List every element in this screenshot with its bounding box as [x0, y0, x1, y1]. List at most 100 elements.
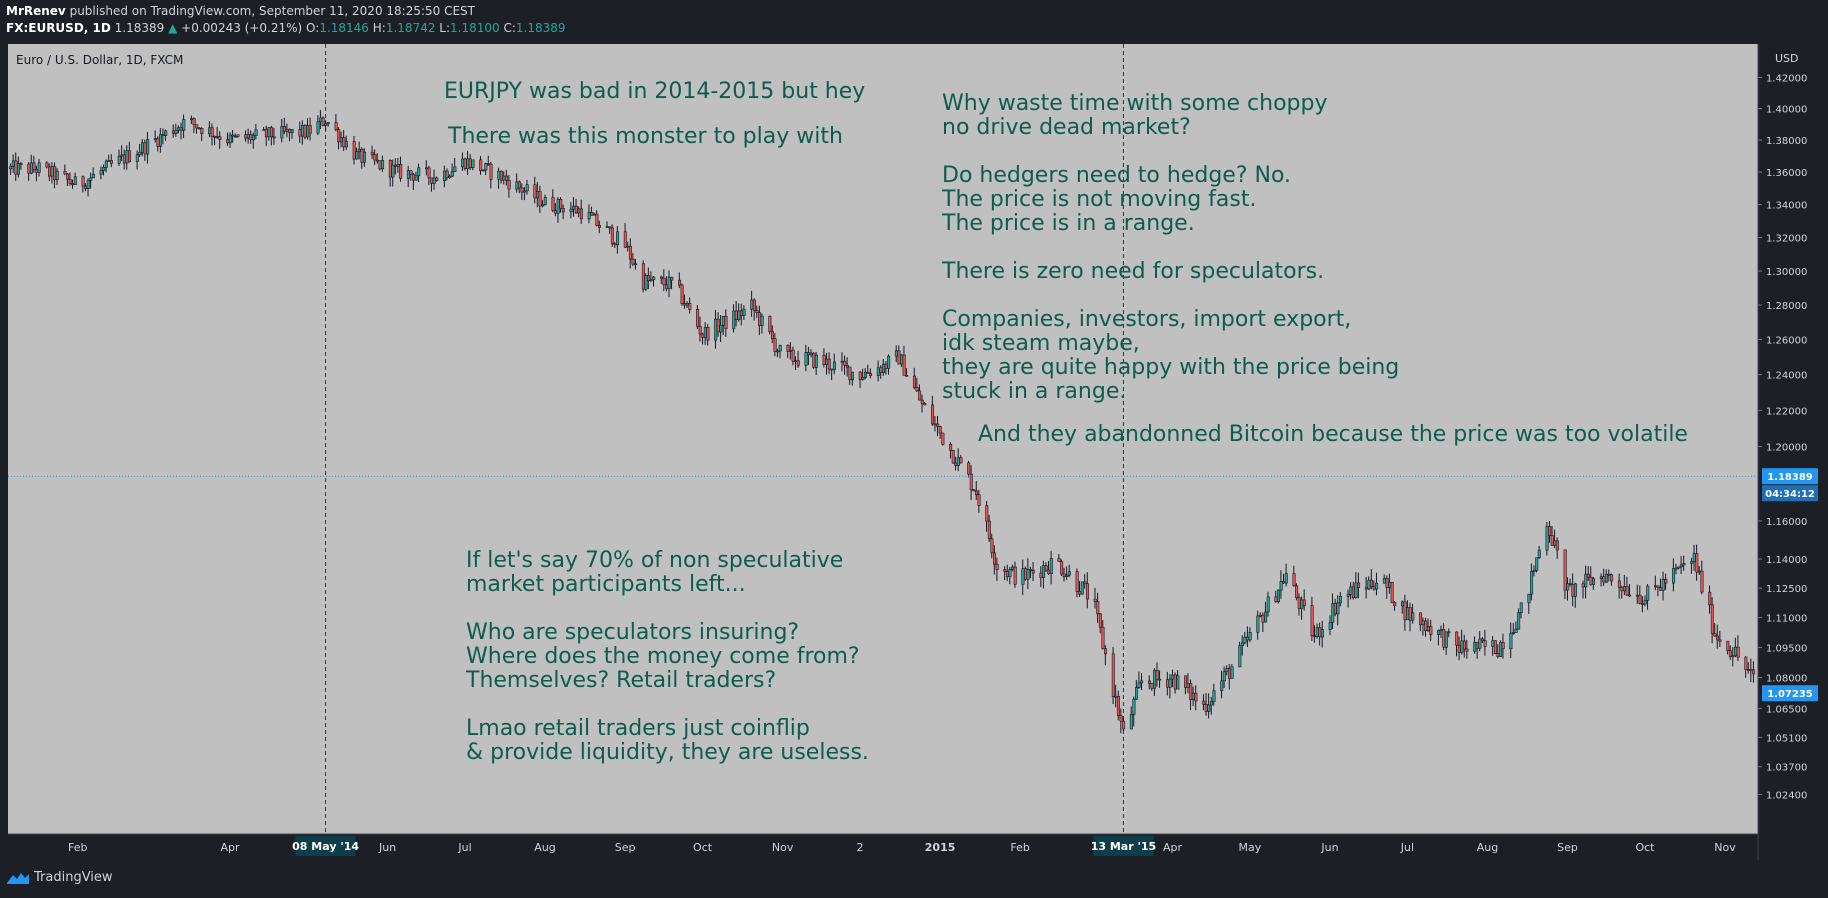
y-tick-label: 1.03700 [1766, 763, 1807, 774]
candle-body [1752, 669, 1756, 675]
candle-body [1062, 573, 1066, 577]
candle [796, 351, 800, 368]
candle-body [631, 258, 635, 265]
candle-body [1700, 570, 1704, 593]
candle [9, 163, 13, 175]
price-axis[interactable] [1758, 44, 1828, 860]
candle-body [879, 367, 883, 373]
candle [595, 210, 599, 227]
candle-body [972, 489, 976, 492]
x-tick-label: Jul [457, 841, 471, 854]
candle [827, 352, 831, 375]
candle-body [1320, 629, 1324, 638]
candle-body [1310, 605, 1314, 637]
candle [814, 352, 818, 376]
candle-body [951, 449, 955, 464]
change-arrow-icon: ▲ [168, 21, 178, 35]
candle [959, 454, 963, 464]
candle-body [89, 177, 93, 181]
candle-body [866, 371, 870, 374]
candle [1096, 592, 1100, 624]
candle-body [1419, 612, 1423, 626]
candle-body [1238, 645, 1242, 668]
brand-name[interactable]: TradingView [34, 870, 113, 885]
candle-body [1509, 632, 1513, 649]
candle [1566, 577, 1570, 601]
candle [938, 426, 942, 439]
candle [724, 309, 728, 337]
candle-body [337, 129, 341, 143]
candle-body [399, 163, 403, 179]
candle-body [231, 134, 235, 137]
candle-body [233, 135, 237, 138]
candle-body [1147, 680, 1151, 684]
candle-body [14, 160, 18, 175]
candle-body [1620, 587, 1624, 592]
date-marker-tag [295, 836, 356, 856]
candle-body [1641, 603, 1645, 605]
candle [272, 127, 276, 145]
candle-body [264, 129, 268, 138]
candle-body [99, 170, 103, 175]
author-name[interactable]: MrRenev [6, 4, 66, 18]
close-value: 1.18389 [515, 21, 566, 35]
candle [977, 489, 981, 513]
candle [579, 199, 583, 224]
time-axis[interactable] [0, 834, 1758, 860]
candle [1098, 613, 1102, 634]
last-price-label: 1.07235 [1767, 689, 1813, 700]
price-chart[interactable]: 1.42000 1.40000 1.38000 1.36000 1.34000 1.320… [0, 0, 1828, 860]
candle-body [1682, 563, 1686, 566]
candle-body [156, 138, 160, 147]
candle-body [272, 136, 276, 139]
candle-body [1664, 579, 1668, 584]
countdown-label: 04:34:12 [1765, 489, 1815, 500]
candle-body [1212, 690, 1216, 702]
candle [1726, 640, 1730, 655]
y-axis-ticks: 1.42000 1.40000 1.38000 1.36000 1.34000 1.320… [1758, 73, 1807, 801]
candle-body [192, 118, 196, 126]
candle [1158, 670, 1162, 688]
candle-body [1085, 583, 1089, 600]
candle-body [814, 354, 818, 368]
candle-body [226, 139, 230, 144]
low-value: 1.18100 [450, 21, 500, 35]
plot-area[interactable] [8, 44, 1758, 834]
candle [1137, 671, 1141, 689]
candle-body [863, 371, 867, 378]
candle-body [760, 315, 764, 326]
candle-body [161, 134, 165, 136]
candle-body [486, 163, 490, 165]
candle-body [1439, 629, 1443, 631]
candle-body [1465, 648, 1469, 652]
candle-body [357, 148, 361, 152]
candle-body [822, 354, 826, 365]
y-tick-label: 1.28000 [1766, 301, 1807, 312]
candle [81, 175, 85, 193]
candle-body [1246, 636, 1250, 641]
candle-body [541, 204, 545, 207]
candle [1279, 570, 1283, 599]
candle-body [208, 127, 212, 135]
candle-body [1135, 687, 1139, 700]
candle [1514, 621, 1518, 633]
candle [303, 124, 307, 140]
candle [17, 156, 21, 178]
candle-body [1023, 568, 1027, 580]
candle-body [1460, 640, 1464, 653]
candle [1617, 573, 1621, 599]
candle-body [843, 360, 847, 366]
candle-body [1607, 573, 1611, 576]
candle [706, 324, 710, 346]
x-tick-label: Oct [693, 841, 713, 854]
candle [1264, 601, 1268, 623]
candle [445, 168, 449, 181]
candle-body [732, 310, 736, 330]
tradingview-logo-icon[interactable] [6, 870, 30, 886]
x-tick-label: Jun [1320, 841, 1338, 854]
candle-body [412, 173, 416, 181]
candle [1357, 572, 1361, 599]
footer-bar: TradingView [0, 860, 1828, 898]
candle-body [344, 141, 348, 148]
candle [1248, 627, 1252, 643]
